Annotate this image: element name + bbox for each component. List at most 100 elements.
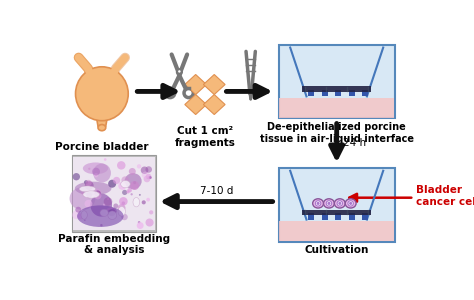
Circle shape (92, 188, 101, 197)
Circle shape (106, 208, 113, 215)
Circle shape (130, 193, 133, 195)
Circle shape (107, 198, 109, 200)
Ellipse shape (79, 186, 96, 192)
Ellipse shape (315, 201, 321, 206)
Circle shape (338, 202, 341, 205)
Circle shape (104, 197, 112, 206)
Circle shape (82, 192, 84, 194)
Ellipse shape (337, 201, 343, 206)
Circle shape (107, 207, 115, 215)
Text: Cut 1 cm²
fragments: Cut 1 cm² fragments (174, 126, 236, 148)
Ellipse shape (348, 201, 353, 206)
Circle shape (109, 209, 116, 216)
Circle shape (92, 168, 100, 176)
Bar (321, 213, 328, 220)
Circle shape (317, 202, 319, 205)
Circle shape (88, 168, 91, 170)
Circle shape (144, 176, 150, 182)
Ellipse shape (326, 201, 332, 206)
Ellipse shape (91, 194, 112, 217)
Bar (362, 90, 368, 96)
Ellipse shape (83, 163, 108, 174)
Circle shape (77, 213, 84, 220)
Bar (279, 98, 394, 118)
Circle shape (75, 207, 81, 213)
Bar (279, 168, 395, 242)
Circle shape (104, 158, 107, 161)
Circle shape (328, 202, 330, 205)
Polygon shape (185, 74, 207, 94)
Ellipse shape (81, 211, 87, 219)
Circle shape (108, 180, 116, 188)
Circle shape (84, 219, 86, 221)
Circle shape (84, 200, 92, 208)
Text: Cultivation: Cultivation (304, 245, 369, 255)
Ellipse shape (77, 206, 124, 227)
Bar (73, 157, 155, 230)
Bar (335, 213, 341, 220)
Circle shape (146, 166, 152, 173)
Text: 7-10 d: 7-10 d (200, 186, 233, 196)
Circle shape (137, 164, 141, 169)
Text: Bladder
cancer cells: Bladder cancer cells (416, 185, 474, 207)
Ellipse shape (100, 209, 109, 216)
Polygon shape (203, 94, 225, 115)
Circle shape (133, 181, 136, 184)
Circle shape (146, 218, 154, 226)
Circle shape (113, 177, 120, 184)
Circle shape (146, 198, 150, 202)
Circle shape (107, 210, 113, 215)
Text: Porcine bladder: Porcine bladder (55, 142, 149, 152)
Circle shape (130, 181, 139, 190)
Circle shape (75, 178, 77, 180)
Circle shape (139, 194, 141, 196)
Circle shape (146, 174, 151, 179)
Ellipse shape (125, 173, 142, 189)
Circle shape (100, 224, 102, 226)
Circle shape (142, 200, 146, 204)
Ellipse shape (93, 164, 111, 182)
Bar (72, 155, 156, 232)
Circle shape (122, 190, 128, 195)
Circle shape (137, 222, 144, 229)
Bar (279, 221, 394, 241)
Ellipse shape (83, 191, 100, 198)
Circle shape (117, 161, 126, 170)
Bar (308, 213, 314, 220)
Circle shape (118, 204, 126, 212)
Text: De-epithelialized porcine
tissue in air-liquid interface: De-epithelialized porcine tissue in air-… (260, 122, 414, 144)
Ellipse shape (98, 124, 106, 131)
Ellipse shape (75, 67, 128, 121)
Circle shape (123, 182, 128, 187)
Circle shape (149, 210, 153, 214)
Circle shape (73, 173, 80, 180)
Bar (308, 90, 314, 96)
Circle shape (94, 192, 101, 200)
Ellipse shape (70, 187, 95, 210)
Bar (302, 210, 372, 215)
Bar (335, 90, 341, 96)
Bar (362, 213, 368, 220)
Ellipse shape (118, 206, 126, 216)
Bar (302, 86, 372, 92)
Circle shape (121, 201, 125, 205)
Ellipse shape (75, 182, 111, 195)
Ellipse shape (313, 199, 324, 208)
Circle shape (121, 214, 128, 220)
Circle shape (177, 69, 182, 74)
Circle shape (94, 190, 101, 197)
Text: Parafin embedding
& analysis: Parafin embedding & analysis (58, 234, 170, 256)
Bar (349, 90, 355, 96)
Circle shape (72, 211, 81, 219)
Circle shape (349, 202, 352, 205)
Ellipse shape (108, 211, 117, 220)
Circle shape (121, 176, 129, 184)
Circle shape (113, 203, 118, 208)
Circle shape (85, 180, 91, 186)
Circle shape (128, 188, 132, 193)
Bar (321, 90, 328, 96)
Circle shape (129, 168, 136, 175)
Bar (279, 45, 395, 118)
Ellipse shape (324, 199, 334, 208)
Polygon shape (203, 74, 225, 94)
